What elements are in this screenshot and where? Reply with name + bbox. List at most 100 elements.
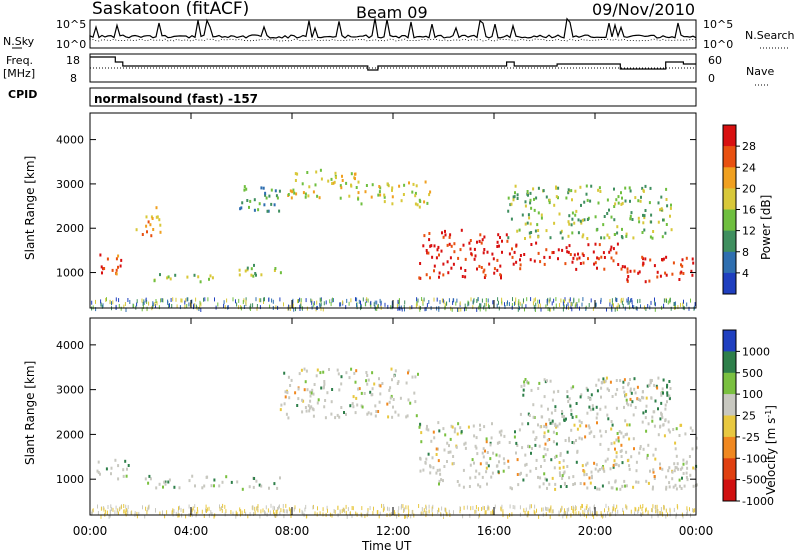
scatter-cell <box>684 432 687 436</box>
scatter-cell <box>642 213 644 217</box>
scatter-cell <box>535 458 538 462</box>
scatter-cell <box>545 478 548 482</box>
scatter-cell <box>495 453 498 457</box>
scatter-cell <box>539 303 541 308</box>
scatter-cell <box>570 305 572 309</box>
scatter-cell <box>459 248 462 252</box>
scatter-cell <box>327 179 330 183</box>
scatter-cell <box>662 257 665 261</box>
scatter-cell <box>563 304 565 309</box>
scatter-cell <box>365 371 368 374</box>
scatter-cell <box>353 172 356 176</box>
scatter-cell <box>483 276 486 279</box>
scatter-cell <box>686 302 688 307</box>
scatter-cell <box>300 298 302 303</box>
scatter-cell <box>561 477 564 480</box>
scatter-cell <box>232 511 234 516</box>
scatter-cell <box>430 244 433 248</box>
scatter-cell <box>306 306 308 311</box>
scatter-cell <box>675 466 678 470</box>
scatter-cell <box>641 420 644 424</box>
scatter-cell <box>458 483 461 487</box>
scatter-cell <box>250 303 252 308</box>
scatter-cell <box>569 404 572 408</box>
scatter-cell <box>437 245 440 249</box>
scatter-cell <box>577 218 580 222</box>
scatter-cell <box>340 382 343 386</box>
scatter-cell <box>117 477 120 481</box>
scatter-cell <box>685 471 688 475</box>
scatter-cell <box>416 297 418 302</box>
scatter-cell <box>472 424 475 428</box>
scatter-cell <box>572 256 575 260</box>
scatter-cell <box>534 443 537 447</box>
scatter-cell <box>526 380 528 383</box>
scatter-cell <box>538 381 541 385</box>
scatter-cell <box>117 254 120 258</box>
scatter-cell <box>365 184 368 187</box>
scatter-cell <box>433 244 436 248</box>
scatter-cell <box>575 506 577 511</box>
scatter-cell <box>468 241 471 245</box>
scatter-cell <box>587 510 589 515</box>
scatter-cell <box>491 422 493 426</box>
scatter-cell <box>659 466 662 470</box>
scatter-cell <box>379 384 382 388</box>
scatter-cell <box>543 262 546 266</box>
scatter-cell <box>600 236 603 240</box>
scatter-cell <box>677 305 679 310</box>
scatter-cell <box>516 229 519 233</box>
scatter-cell <box>449 256 452 260</box>
scatter-cell <box>422 244 425 248</box>
scatter-cell <box>636 385 639 389</box>
scatter-cell <box>201 486 204 490</box>
scatter-cell <box>510 217 513 221</box>
scatter-cell <box>617 263 620 266</box>
scatter-cell <box>675 487 678 491</box>
scatter-cell <box>505 233 508 237</box>
scatter-cell <box>566 450 569 454</box>
scatter-cell <box>464 441 467 445</box>
scatter-cell <box>615 512 617 517</box>
scatter-cell <box>653 477 656 480</box>
scatter-cell <box>418 276 421 280</box>
scatter-cell <box>557 186 560 190</box>
scatter-cell <box>452 298 454 303</box>
scatter-cell <box>478 472 481 476</box>
scatter-cell <box>585 424 588 428</box>
scatter-cell <box>644 209 647 212</box>
scatter-cell <box>568 439 571 443</box>
scatter-cell <box>590 184 593 188</box>
scatter-cell <box>524 510 526 515</box>
scatter-cell <box>542 482 545 486</box>
scatter-cell <box>681 466 684 470</box>
scatter-cell <box>397 413 400 417</box>
scatter-cell <box>676 462 679 466</box>
scatter-cell <box>492 257 495 261</box>
scatter-cell <box>274 506 275 511</box>
scatter-cell <box>615 451 618 455</box>
scatter-cell <box>241 201 244 205</box>
scatter-cell <box>365 379 368 383</box>
scatter-cell <box>527 422 530 426</box>
scatter-cell <box>606 212 609 215</box>
scatter-cell <box>123 304 125 309</box>
scatter-cell <box>566 514 568 519</box>
scatter-cell <box>511 247 513 251</box>
scatter-cell <box>332 298 334 303</box>
scatter-cell <box>339 509 341 514</box>
scatter-cell <box>244 269 247 273</box>
scatter-cell <box>435 256 438 260</box>
scatter-cell <box>629 217 632 221</box>
scatter-cell <box>673 507 675 512</box>
scatter-cell <box>115 304 117 309</box>
scatter-cell <box>571 415 574 419</box>
scatter-cell <box>657 433 660 437</box>
scatter-cell <box>582 297 584 302</box>
scatter-cell <box>595 302 597 307</box>
scatter-cell <box>110 466 113 470</box>
scatter-cell <box>199 280 202 284</box>
scatter-cell <box>524 463 527 467</box>
scatter-cell <box>580 221 583 225</box>
scatter-cell <box>154 302 156 306</box>
